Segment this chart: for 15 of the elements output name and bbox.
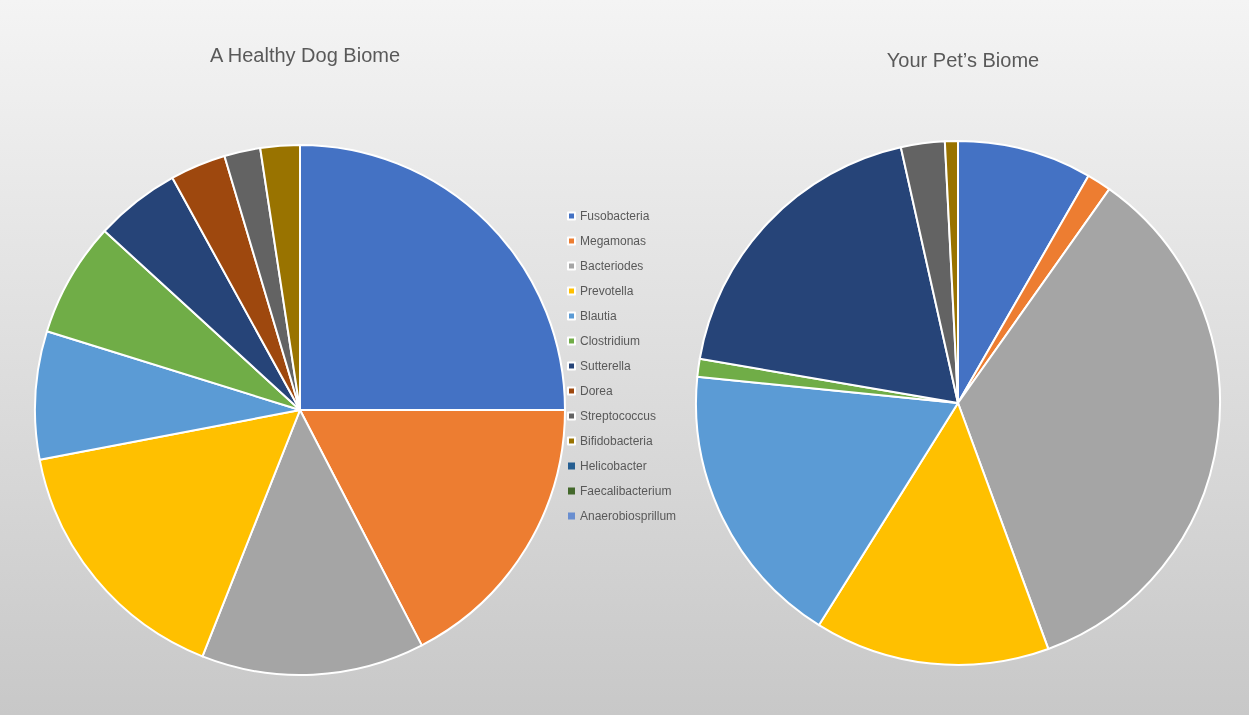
legend-label: Prevotella (580, 284, 634, 298)
legend-label: Megamonas (580, 234, 647, 248)
legend-label: Fusobacteria (580, 209, 650, 223)
slice-label: Your Pet’s Biome (886, 49, 1040, 71)
legend-label: Faecalibacterium (580, 484, 672, 498)
legend-label: Bacteriodes (580, 259, 644, 273)
legend-label: Sutterella (580, 359, 632, 373)
legend-label: Helicobacter (580, 459, 647, 473)
legend-label: Clostridium (580, 334, 641, 348)
legend-label: Blautia (580, 309, 618, 323)
legend-label: Streptococcus (580, 409, 657, 423)
slice-label: A Healthy Dog Biome (209, 44, 401, 66)
legend-label: Dorea (580, 384, 614, 398)
legend-label: Bifidobacteria (580, 434, 654, 448)
legend-label: Anaerobiosprillum (580, 509, 677, 523)
